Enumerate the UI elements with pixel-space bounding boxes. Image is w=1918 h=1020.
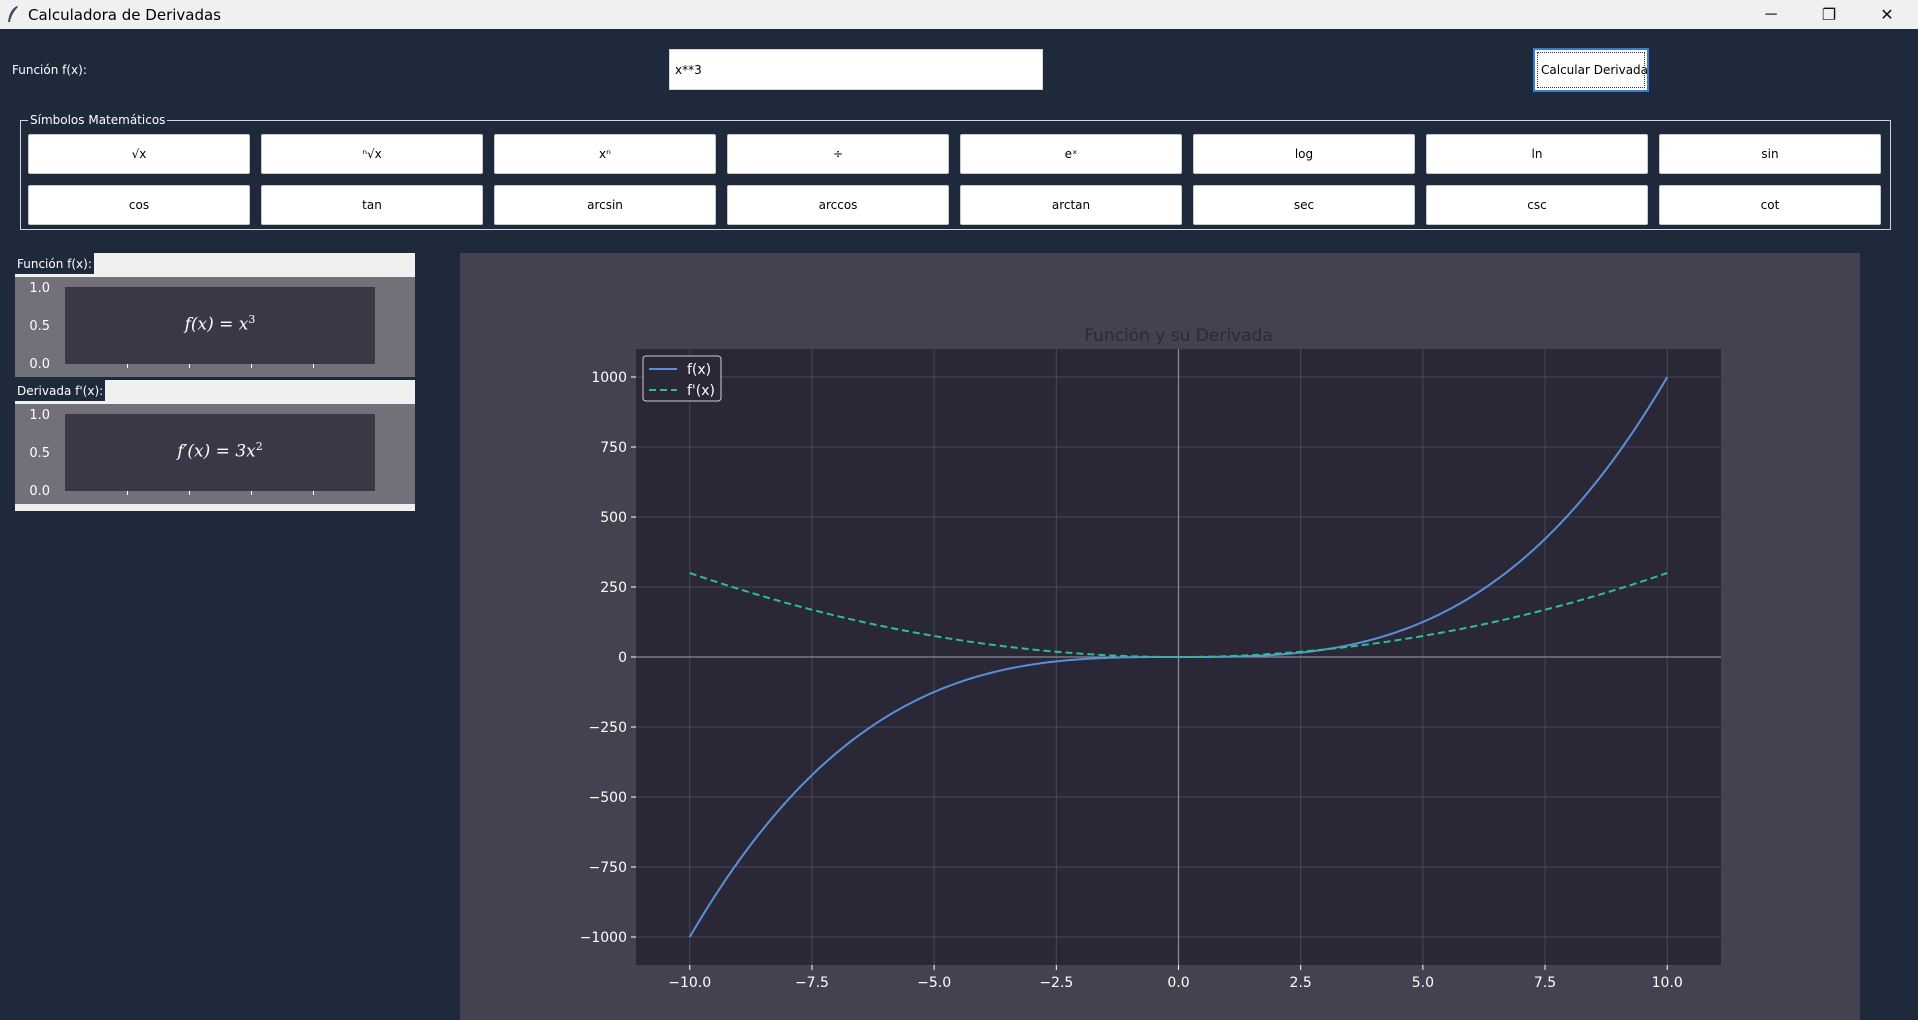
derivative-preview-label: Derivada f'(x): [15,380,106,401]
symbol-arcsin-button[interactable]: arcsin [494,185,716,225]
symbols-legend: Símbolos Matemáticos [28,113,168,127]
symbol-arccos-button[interactable]: arccos [727,185,949,225]
y-tick-label: −500 [589,790,627,806]
x-tick-label: 7.5 [1534,975,1556,991]
symbol-exp-button[interactable]: eˣ [960,134,1182,174]
title-bar: Calculadora de Derivadas ─ ❐ ✕ [0,0,1918,29]
symbol-sin-button[interactable]: sin [1659,134,1881,174]
symbol-nth-root-button[interactable]: ⁿ√x [261,134,483,174]
main-chart-figure: −10.0 −7.5 −5.0 −2.5 0.0 2.5 5.0 7.5 10.0 1000 750… [460,253,1860,1020]
function-preview-label-bar: Función f(x): [15,253,415,277]
derivative-preview-label-bar: Derivada f'(x): [15,380,415,404]
symbols-group: Símbolos Matemáticos √x ⁿ√x xⁿ ÷ eˣ log … [20,113,1891,230]
preview-xtick-mark [127,364,128,368]
x-tick-label: −2.5 [1039,975,1073,991]
symbol-cos-button[interactable]: cos [28,185,250,225]
y-tick-label: −750 [589,860,627,876]
derivative-formula-exponent: 2 [255,440,263,453]
function-preview-axes: f(x) = x3 [65,287,375,364]
chart-title: Función y su Derivada [1084,326,1273,346]
symbol-divide-button[interactable]: ÷ [727,134,949,174]
preview-xtick-mark [189,364,190,368]
derivative-preview-axes: f′(x) = 3x2 [65,414,375,491]
symbol-tan-button[interactable]: tan [261,185,483,225]
preview-ytick: 1.0 [29,281,50,296]
function-preview-label: Función f(x): [15,253,94,274]
preview-ytick: 0.5 [29,319,50,334]
window-title: Calculadora de Derivadas [28,6,222,24]
minimize-icon: ─ [1765,5,1777,23]
dfx-series-line [689,572,1668,659]
y-tick-label: 500 [600,510,627,526]
function-formula: f(x) = x3 [65,313,375,335]
preview-bottom-strip [15,504,415,511]
symbol-sqrt-button[interactable]: √x [28,134,250,174]
symbol-ln-button[interactable]: ln [1426,134,1648,174]
symbol-csc-button[interactable]: csc [1426,185,1648,225]
x-tick-label: 5.0 [1412,975,1434,991]
calculate-derivative-button[interactable]: Calcular Derivada [1533,48,1649,92]
preview-xtick-mark [313,491,314,495]
close-button[interactable]: ✕ [1858,0,1916,29]
minimize-button[interactable]: ─ [1742,0,1800,29]
x-tick-label: −7.5 [795,975,829,991]
function-formula-exponent: 3 [248,313,256,326]
preview-xtick-mark [189,491,190,495]
y-tick-label: −1000 [580,930,627,946]
restore-icon: ❐ [1821,6,1837,24]
function-input[interactable] [669,49,1043,90]
derivative-preview-figure: 1.0 0.5 0.0 f′(x) = 3x2 [15,404,415,504]
x-tick-label: 2.5 [1290,975,1312,991]
x-tick-label: −10.0 [668,975,711,991]
preview-ytick: 0.5 [29,446,50,461]
y-tick-label: 0 [618,650,627,666]
preview-xtick-mark [127,491,128,495]
symbol-log-button[interactable]: log [1193,134,1415,174]
preview-xtick-mark [251,364,252,368]
preview-ytick: 1.0 [29,408,50,423]
x-tick-label: 0.0 [1167,975,1189,991]
close-icon: ✕ [1880,6,1894,24]
derivative-formula-base: f′(x) = 3x [177,441,256,462]
symbol-cot-button[interactable]: cot [1659,185,1881,225]
y-tick-label: 250 [600,580,627,596]
y-tick-label: −250 [589,720,627,736]
x-tick-label: 10.0 [1652,975,1683,991]
function-preview-figure: 1.0 0.5 0.0 f(x) = x3 [15,277,415,377]
feather-icon [8,6,18,22]
preview-xtick-mark [251,491,252,495]
preview-ytick: 0.0 [29,484,50,499]
y-tick-label: 1000 [591,370,627,386]
symbol-power-button[interactable]: xⁿ [494,134,716,174]
symbol-arctan-button[interactable]: arctan [960,185,1182,225]
main-chart: −10.0 −7.5 −5.0 −2.5 0.0 2.5 5.0 7.5 10.0 1000 750… [580,326,1721,991]
derivative-formula: f′(x) = 3x2 [65,440,375,462]
function-label: Función f(x): [12,63,87,77]
x-tick-label: −5.0 [917,975,951,991]
preview-ytick: 0.0 [29,357,50,372]
preview-xtick-mark [313,364,314,368]
restore-button[interactable]: ❐ [1800,0,1858,29]
legend-label: f(x) [687,362,711,378]
y-tick-label: 750 [600,440,627,456]
symbol-sec-button[interactable]: sec [1193,185,1415,225]
legend-label: f'(x) [687,383,715,399]
function-formula-base: f(x) = x [184,314,249,335]
